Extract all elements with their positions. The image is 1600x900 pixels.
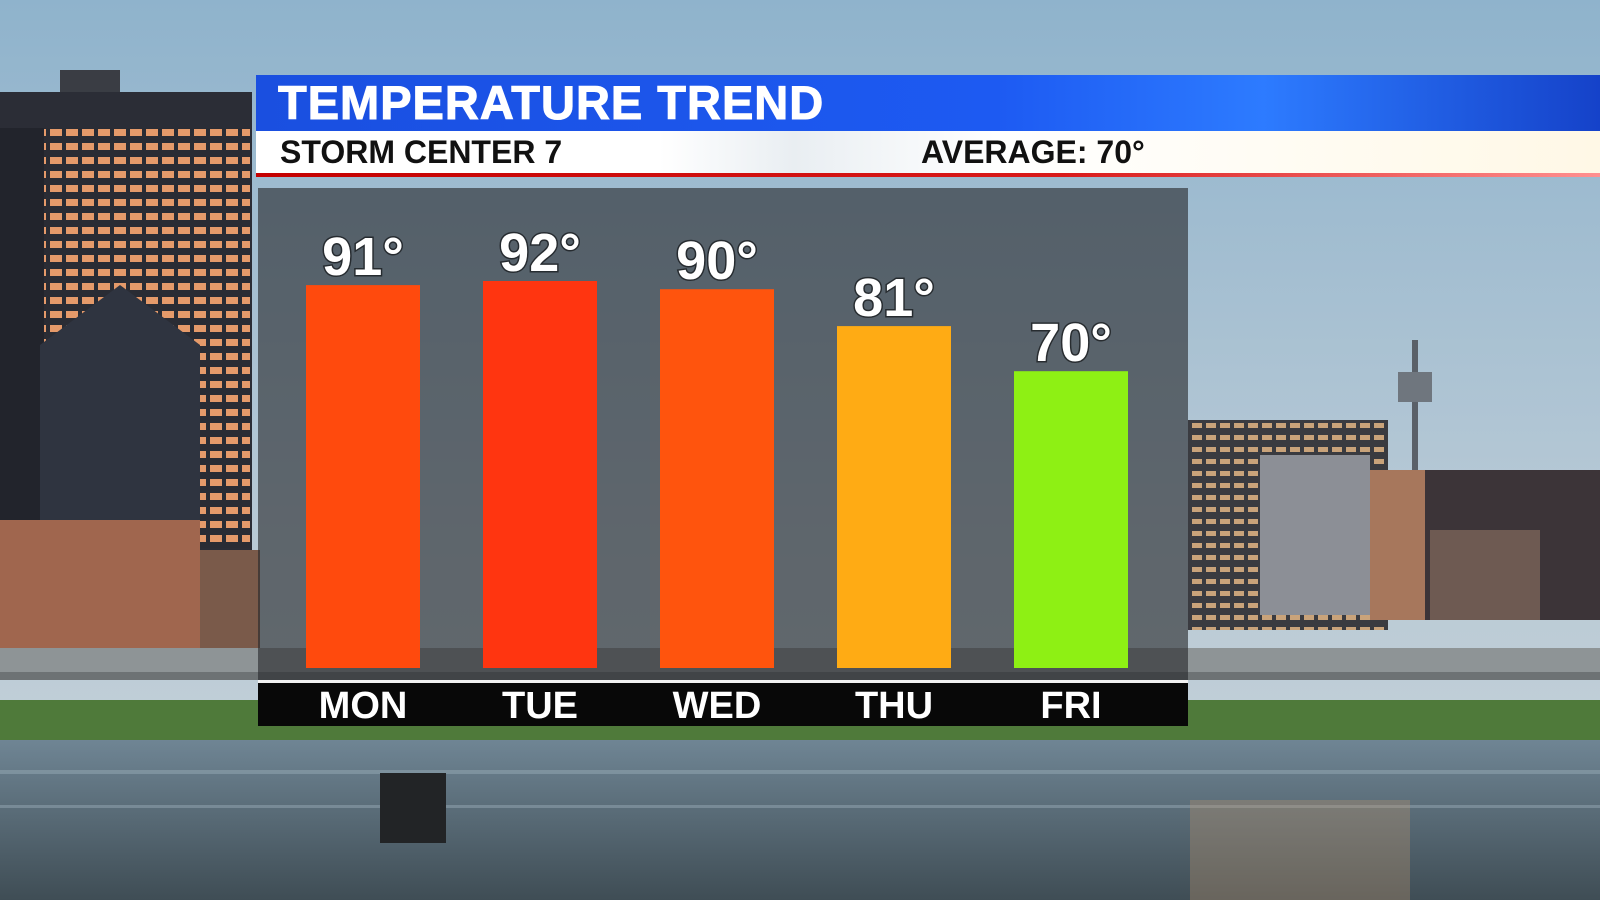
value-label-mon: 91° (322, 227, 404, 287)
category-label-fri: FRI (1040, 685, 1101, 727)
category-label-thu: THU (855, 685, 933, 727)
category-label-mon: MON (319, 685, 408, 727)
average-temperature: AVERAGE: 70° (921, 134, 1145, 170)
category-label-wed: WED (673, 685, 762, 727)
value-label-wed: 90° (676, 231, 758, 291)
bar-thu (837, 326, 951, 668)
title-banner: TEMPERATURE TREND (256, 75, 1600, 131)
chart-title: TEMPERATURE TREND (277, 76, 825, 130)
temperature-bar-chart: 91° MON 92° TUE 90° WED 81° THU 70° FRI (306, 222, 1128, 727)
bar-fri (1014, 371, 1128, 668)
bar-tue (483, 281, 597, 668)
value-label-thu: 81° (853, 268, 935, 328)
value-label-tue: 92° (499, 223, 581, 283)
value-label-fri: 70° (1030, 313, 1112, 373)
station-name: STORM CENTER 7 (280, 134, 563, 170)
subtitle-bar: STORM CENTER 7 AVERAGE: 70° (256, 131, 1600, 173)
accent-line (256, 173, 1600, 177)
category-label-tue: TUE (502, 685, 578, 727)
category-axis-strip (258, 680, 1188, 726)
bar-mon (306, 285, 420, 668)
bar-wed (660, 289, 774, 668)
